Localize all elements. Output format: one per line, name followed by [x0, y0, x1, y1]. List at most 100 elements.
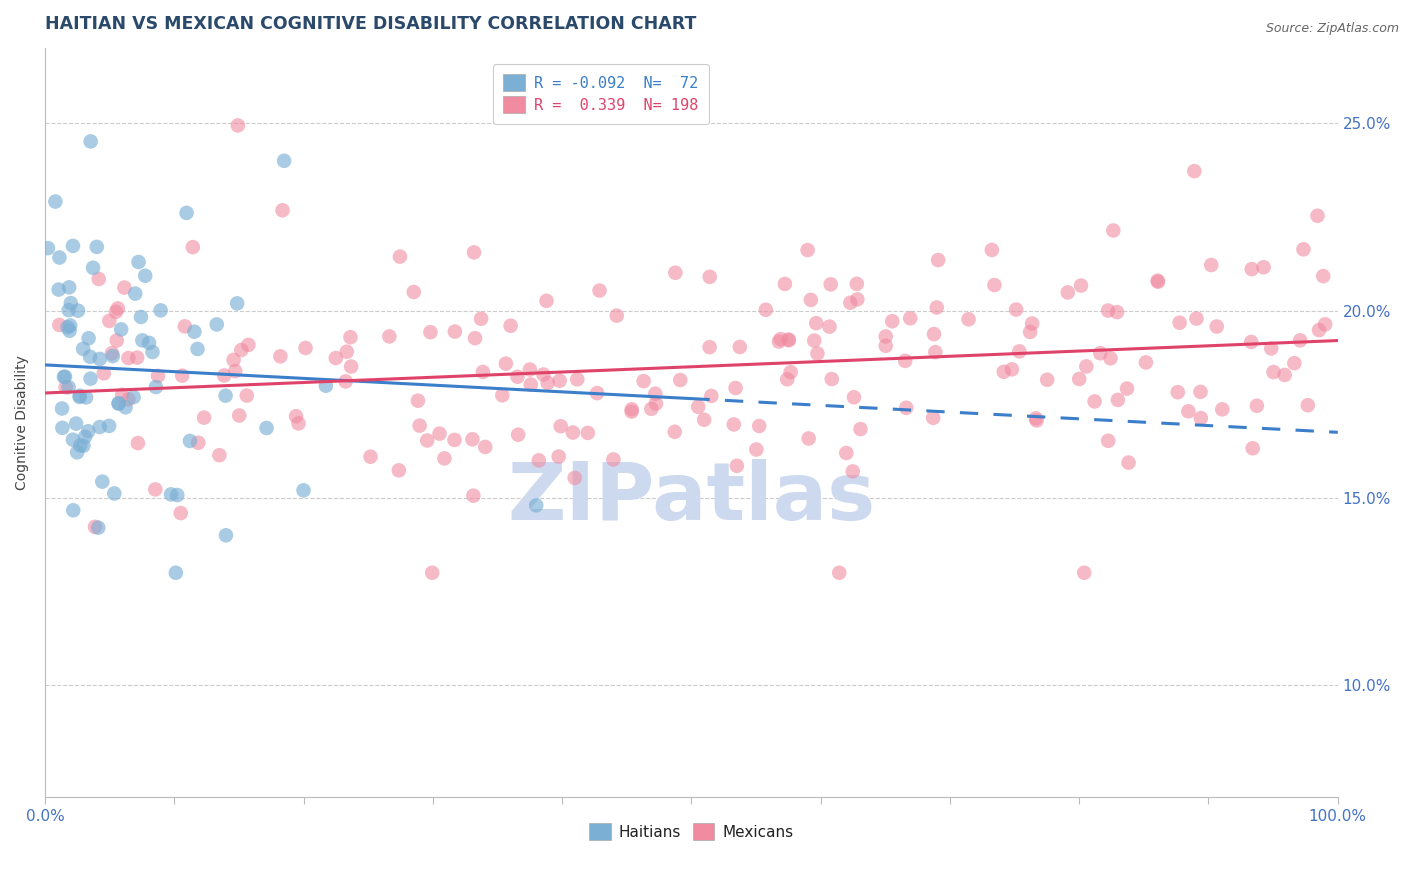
- Point: [993, 365, 1015, 379]
- Point: [693, 413, 716, 427]
- Point: [882, 314, 904, 328]
- Point: [66, 445, 89, 459]
- Point: [129, 310, 152, 324]
- Point: [193, 410, 215, 425]
- Point: [124, 286, 146, 301]
- Point: [779, 365, 801, 379]
- Point: [103, 486, 125, 500]
- Point: [1182, 164, 1205, 178]
- Point: [835, 446, 858, 460]
- Point: [388, 463, 411, 477]
- Point: [186, 342, 208, 356]
- Point: [208, 448, 231, 462]
- Point: [444, 325, 467, 339]
- Point: [51, 401, 73, 416]
- Point: [724, 381, 747, 395]
- Point: [924, 345, 946, 359]
- Point: [508, 427, 530, 442]
- Point: [821, 372, 844, 386]
- Point: [927, 253, 949, 268]
- Point: [470, 311, 492, 326]
- Point: [688, 400, 710, 414]
- Point: [360, 450, 382, 464]
- Point: [429, 426, 451, 441]
- Point: [1021, 317, 1043, 331]
- Point: [537, 376, 560, 390]
- Point: [58, 303, 80, 318]
- Point: [1001, 362, 1024, 376]
- Point: [620, 404, 643, 418]
- Point: [640, 401, 662, 416]
- Point: [419, 325, 441, 339]
- Point: [842, 464, 865, 478]
- Point: [111, 388, 134, 402]
- Point: [980, 243, 1002, 257]
- Point: [1056, 285, 1078, 300]
- Point: [699, 340, 721, 354]
- Point: [728, 340, 751, 354]
- Point: [131, 334, 153, 348]
- Point: [723, 417, 745, 432]
- Point: [1097, 303, 1119, 318]
- Point: [922, 410, 945, 425]
- Point: [1135, 355, 1157, 369]
- Point: [176, 206, 198, 220]
- Point: [499, 318, 522, 333]
- Point: [222, 352, 245, 367]
- Point: [849, 422, 872, 436]
- Point: [664, 266, 686, 280]
- Point: [84, 520, 107, 534]
- Point: [388, 250, 411, 264]
- Point: [91, 475, 114, 489]
- Point: [1292, 243, 1315, 257]
- Point: [292, 483, 315, 498]
- Point: [146, 368, 169, 383]
- Point: [181, 240, 204, 254]
- Point: [644, 386, 666, 401]
- Point: [48, 318, 70, 332]
- Point: [273, 153, 295, 168]
- Point: [983, 278, 1005, 293]
- Text: ZIPatlas: ZIPatlas: [508, 458, 876, 537]
- Point: [547, 450, 569, 464]
- Point: [1069, 372, 1091, 386]
- Point: [101, 349, 124, 363]
- Point: [173, 319, 195, 334]
- Point: [128, 255, 150, 269]
- Point: [797, 432, 820, 446]
- Point: [620, 402, 643, 417]
- Legend: Haitians, Mexicans: Haitians, Mexicans: [583, 817, 800, 846]
- Point: [69, 390, 91, 404]
- Point: [533, 368, 555, 382]
- Text: Source: ZipAtlas.com: Source: ZipAtlas.com: [1265, 22, 1399, 36]
- Point: [138, 335, 160, 350]
- Point: [1073, 566, 1095, 580]
- Point: [875, 339, 897, 353]
- Point: [806, 316, 828, 330]
- Point: [550, 419, 572, 434]
- Point: [1025, 413, 1047, 427]
- Point: [134, 268, 156, 283]
- Point: [1025, 411, 1047, 425]
- Point: [79, 135, 101, 149]
- Point: [443, 433, 465, 447]
- Point: [1289, 334, 1312, 348]
- Point: [1084, 394, 1107, 409]
- Point: [294, 341, 316, 355]
- Point: [806, 346, 828, 360]
- Point: [141, 345, 163, 359]
- Point: [778, 333, 800, 347]
- Point: [160, 487, 183, 501]
- Point: [474, 440, 496, 454]
- Point: [226, 296, 249, 310]
- Point: [149, 303, 172, 318]
- Point: [664, 425, 686, 439]
- Point: [79, 371, 101, 385]
- Point: [65, 417, 87, 431]
- Point: [212, 368, 235, 383]
- Point: [62, 503, 84, 517]
- Point: [846, 293, 869, 307]
- Point: [1005, 302, 1028, 317]
- Point: [527, 453, 550, 467]
- Point: [776, 372, 799, 386]
